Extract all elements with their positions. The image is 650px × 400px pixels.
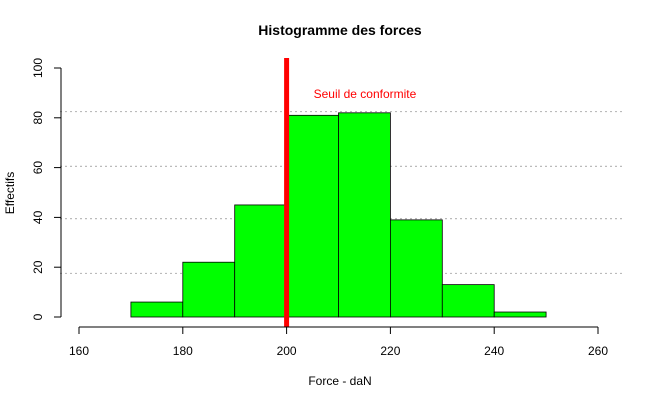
x-axis-label: Force - daN — [308, 374, 371, 388]
x-axis: 160 180 200 220 240 260 — [69, 326, 608, 358]
y-axis-label: Effectifs — [3, 172, 17, 214]
y-tick-label: 60 — [31, 161, 45, 175]
x-tick-label: 200 — [277, 344, 297, 358]
y-tick-label: 0 — [31, 313, 45, 320]
y-tick-label: 80 — [31, 111, 45, 125]
x-tick-label: 240 — [484, 344, 504, 358]
y-axis: 0 20 40 60 80 100 — [31, 58, 62, 320]
histogram-bar — [286, 114, 339, 318]
histogram-bars — [130, 112, 547, 318]
histogram-bar — [130, 301, 184, 318]
histogram-bar — [441, 284, 495, 318]
histogram-bar — [493, 311, 547, 318]
histogram-bar — [338, 112, 391, 318]
histogram-bar — [182, 261, 236, 318]
histogram-bar — [389, 219, 443, 318]
y-tick-label: 100 — [31, 58, 45, 78]
y-tick-label: 40 — [31, 210, 45, 224]
x-tick-label: 180 — [173, 344, 193, 358]
x-tick-label: 260 — [588, 344, 608, 358]
chart-title: Histogramme des forces — [258, 22, 422, 38]
x-tick-label: 220 — [380, 344, 400, 358]
histogram-bar — [234, 204, 287, 318]
y-tick-label: 20 — [31, 260, 45, 274]
threshold-marker: Seuil de conformite — [284, 58, 417, 327]
threshold-label: Seuil de conformite — [314, 87, 417, 101]
x-tick-label: 160 — [69, 344, 89, 358]
